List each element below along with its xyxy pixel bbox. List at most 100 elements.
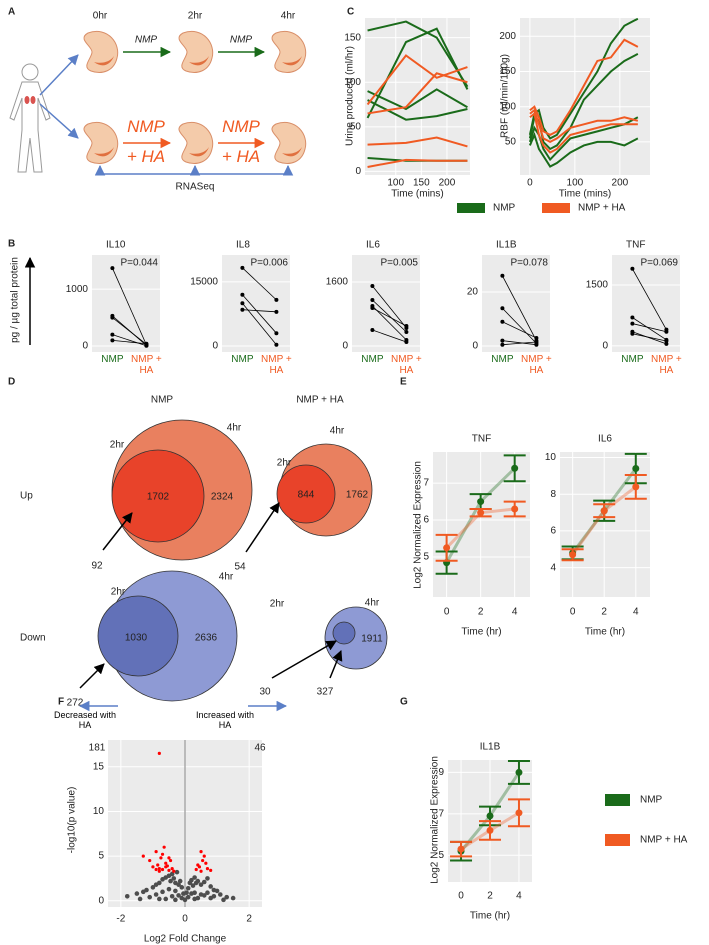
- data-point: [141, 854, 145, 858]
- y-tick-label: 5: [423, 552, 429, 563]
- venn-count: 1911: [361, 634, 383, 645]
- data-point: [664, 341, 669, 346]
- x-axis-title: Time (mins): [391, 189, 443, 200]
- venn-time: 4hr: [227, 423, 242, 434]
- pair-line: [632, 268, 667, 330]
- venn-count: 844: [298, 490, 315, 501]
- legend-swatch: [605, 834, 630, 846]
- data-point: [194, 867, 198, 872]
- chart-title: IL8: [236, 240, 250, 251]
- panel-label: B: [8, 239, 15, 250]
- data-point: [274, 297, 279, 302]
- data-point: [630, 321, 635, 326]
- data-point: [209, 868, 213, 872]
- x-tick-label-box: NMP + HA: [261, 354, 292, 376]
- data-point: [274, 309, 279, 314]
- x-tick-label: NMP + HA: [131, 354, 162, 376]
- x-tick-label: 200: [612, 178, 629, 189]
- p-value: P=0.006: [250, 258, 288, 269]
- data-line: [529, 108, 639, 144]
- pair-line: [112, 339, 147, 345]
- arrow: [39, 54, 79, 96]
- x-tick-label-box: NMP: [361, 354, 383, 365]
- x-tick-label: 2: [478, 607, 484, 618]
- x-tick-label: 150: [413, 178, 430, 189]
- data-point: [274, 331, 279, 336]
- data-point: [192, 875, 197, 880]
- venn-count: 92: [91, 561, 103, 572]
- data-point: [157, 751, 161, 755]
- pair-line: [372, 329, 407, 343]
- x-axis-title: Log2 Fold Change: [144, 934, 227, 945]
- data-line: [367, 20, 469, 88]
- data-point: [150, 885, 156, 890]
- x-tick-label: 0: [527, 178, 533, 189]
- assay-label: RNASeq: [176, 182, 215, 193]
- data-line: [367, 72, 468, 115]
- data-point: [144, 341, 149, 346]
- data-line: [529, 38, 639, 136]
- panel-label: E: [400, 377, 407, 388]
- data-line: [366, 54, 468, 106]
- x-tick-label-box: NMP: [231, 354, 254, 365]
- y-axis-title: Log2 Normalized Expression: [430, 756, 441, 884]
- legend-swatch: [605, 794, 630, 806]
- data-point: [208, 884, 213, 889]
- x-tick-label: 2: [246, 914, 252, 925]
- x-tick-label-box: NMP: [621, 354, 643, 365]
- x-tick-label: 4: [633, 607, 639, 618]
- venn-count: 272: [67, 698, 84, 709]
- chart-title: IL1B: [480, 742, 501, 753]
- arrow-label: NMP + HA: [221, 117, 261, 166]
- data-point: [199, 850, 203, 854]
- annotation: 46: [254, 743, 266, 754]
- x-axis-title: Time (mins): [559, 189, 611, 200]
- y-tick-label: 50: [350, 121, 362, 132]
- y-tick-label: 4: [550, 562, 556, 573]
- x-tick-label: NMP + HA: [521, 354, 552, 376]
- venn-early: [111, 449, 205, 543]
- data-point: [190, 883, 196, 888]
- data-point: [151, 865, 155, 869]
- data-point: [221, 897, 226, 903]
- y-tick-label: 8: [550, 489, 556, 500]
- data-point: [240, 307, 245, 312]
- data-point: [204, 861, 208, 865]
- data-point: [240, 292, 245, 297]
- data-point: [157, 866, 161, 871]
- x-tick-label: NMP: [231, 354, 254, 365]
- x-axis-title: Time (hr): [470, 911, 510, 922]
- data-point: [198, 882, 204, 887]
- data-point: [197, 865, 202, 869]
- data-point: [184, 890, 189, 896]
- x-tick-label-box: NMP: [101, 354, 123, 365]
- pair-line: [502, 341, 537, 346]
- plot-background: [482, 255, 550, 352]
- x-tick-label: 100: [387, 178, 404, 189]
- y-tick-label: 10: [93, 806, 105, 817]
- data-point: [160, 889, 165, 895]
- data-point: [404, 340, 409, 344]
- y-tick-label: 15000: [190, 277, 218, 288]
- pair-line: [372, 285, 407, 329]
- data-point: [169, 893, 175, 899]
- plot-background: [520, 18, 650, 175]
- plot-background: [352, 255, 420, 352]
- data-point: [208, 895, 213, 901]
- p-value: P=0.078: [510, 258, 548, 269]
- y-tick-label: 0: [602, 341, 608, 352]
- data-point: [124, 893, 130, 899]
- data-point: [370, 284, 375, 288]
- data-point: [148, 858, 152, 863]
- data-point: [192, 890, 197, 896]
- data-point: [195, 878, 201, 884]
- arrow-label-box: NMP + HA: [127, 117, 165, 166]
- y-tick-label: 1600: [326, 277, 349, 288]
- data-point: [201, 858, 205, 863]
- pair-line: [502, 275, 537, 341]
- pair-line: [112, 334, 147, 347]
- y-tick-label: 0: [472, 341, 478, 352]
- chart-title: IL1B: [496, 240, 517, 251]
- data-point: [515, 809, 523, 817]
